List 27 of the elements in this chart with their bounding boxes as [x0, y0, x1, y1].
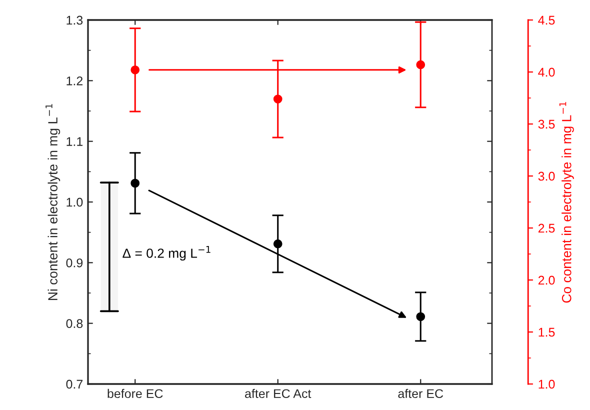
- y-tick-label: 1.3: [66, 16, 83, 25]
- y-tick-label: 0.7: [66, 380, 83, 389]
- point: [273, 239, 282, 248]
- y2-tick-label: 1.0: [538, 380, 555, 389]
- y2-tick-label: 2.0: [538, 276, 555, 285]
- y2-tick-label: 3.0: [538, 172, 555, 181]
- band-label: Δ = 0.2 mg L$^{−1}$: [122, 246, 210, 261]
- x-tick-label: before EC: [108, 388, 163, 398]
- point: [416, 312, 426, 322]
- y-axis-title: Ni content in electrolyte in mg L$^{−1}$: [46, 104, 60, 300]
- point: [416, 60, 426, 70]
- y2-tick-label: 3.5: [538, 120, 555, 129]
- x-tick-label: after EC: [398, 388, 444, 398]
- y2-tick-label: 4.0: [538, 68, 555, 77]
- point: [273, 94, 282, 104]
- y-tick-label: 0.8: [66, 319, 83, 328]
- point: [130, 65, 140, 74]
- y-tick-label: 0.9: [66, 258, 83, 268]
- y2-tick-label: 4.5: [538, 16, 555, 25]
- x-tick-label: after EC Act: [245, 388, 312, 398]
- y2-axis-title: Co content in electrolyte in mg L$^{−1}$: [559, 102, 574, 303]
- y2-tick-label: 2.5: [538, 224, 555, 233]
- y-tick-label: 1.0: [66, 198, 83, 207]
- y-tick-label: 1.1: [66, 137, 83, 146]
- y-tick-label: 1.2: [66, 76, 83, 86]
- y2-tick-label: 1.5: [538, 328, 555, 337]
- point: [130, 178, 140, 188]
